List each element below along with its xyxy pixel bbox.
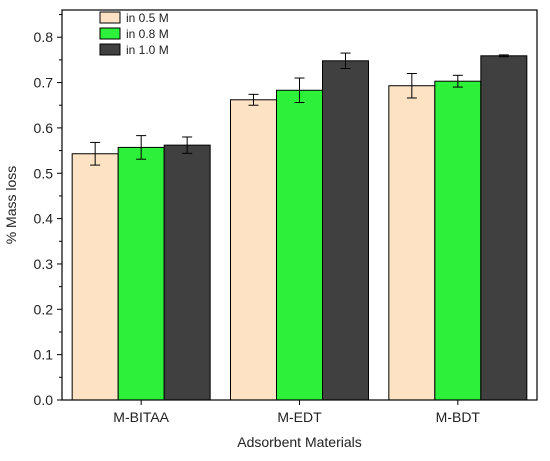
legend-label: in 0.8 M <box>126 27 169 41</box>
bar-m-edt-series-2 <box>276 89 323 401</box>
bars-layer <box>71 55 528 401</box>
y-axis-ticks: 0.0 0.1 0.2 0.3 0.4 0.5 0.6 0.7 0.8 <box>34 14 62 408</box>
x-tick-label: M-EDT <box>277 409 322 425</box>
y-tick-label: 0.1 <box>34 347 54 363</box>
legend-swatch <box>99 11 121 24</box>
x-axis-title: Adsorbent Materials <box>237 434 362 450</box>
y-tick-label: 0.0 <box>34 392 54 408</box>
y-tick-label: 0.3 <box>34 256 54 272</box>
bar-m-bdt-series-2 <box>434 80 482 401</box>
y-tick-label: 0.7 <box>34 75 54 91</box>
bar-m-edt-series-3 <box>322 60 369 401</box>
y-tick-label: 0.8 <box>34 29 54 45</box>
bar-m-bitaa-series-1 <box>71 153 119 401</box>
bar-m-edt-series-1 <box>230 99 277 401</box>
legend-swatch <box>99 43 121 56</box>
legend-label: in 1.0 M <box>126 43 169 57</box>
y-tick-label: 0.5 <box>34 165 54 181</box>
x-axis-ticks: M-BITAA M-EDT M-BDT <box>113 400 480 425</box>
legend-swatch <box>99 27 121 40</box>
x-tick-label: M-BITAA <box>113 409 169 425</box>
legend: in 0.5 M in 0.8 M in 1.0 M <box>99 11 169 57</box>
bar-m-bitaa-series-3 <box>163 144 211 401</box>
bar-m-bitaa-series-2 <box>117 146 165 401</box>
y-tick-label: 0.6 <box>34 120 54 136</box>
bar-m-bdt-series-3 <box>480 55 528 401</box>
y-axis-title: % Mass loss <box>3 166 19 245</box>
y-tick-label: 0.2 <box>34 301 54 317</box>
y-tick-label: 0.4 <box>34 211 54 227</box>
error-bars-layer <box>90 52 509 166</box>
bar-m-bdt-series-1 <box>388 85 436 401</box>
x-tick-label: M-BDT <box>436 409 481 425</box>
legend-label: in 0.5 M <box>126 11 169 25</box>
